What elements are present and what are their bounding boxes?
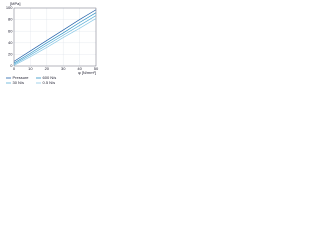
plot-frame: [13, 7, 97, 67]
series-line: [13, 15, 97, 65]
y-tick-label: 80: [8, 17, 13, 22]
x-tick-label: 20: [45, 66, 50, 71]
x-tick-label: 40: [77, 66, 82, 71]
y-tick-label: 100: [6, 5, 13, 10]
x-tick-label: 10: [28, 66, 33, 71]
legend-label: 30 N/s: [13, 80, 25, 85]
x-tick-label: 0: [13, 66, 16, 71]
y-tick-label: 20: [8, 51, 13, 56]
x-axis-label: φ [N/mm²]: [78, 70, 96, 75]
x-tick-label: 30: [61, 66, 66, 71]
legend-label: 0.5 N/s: [43, 80, 56, 85]
series-line: [13, 9, 97, 62]
y-axis-label: [MPa]: [10, 1, 20, 6]
y-tick-label: 60: [8, 28, 13, 33]
legend-label: Pressure: [13, 75, 30, 80]
y-tick-label: 0: [10, 63, 13, 68]
legend-label: 600 N/s: [43, 75, 57, 80]
background: [0, 0, 100, 93]
x-tick-label: 50: [94, 66, 99, 71]
y-tick-label: 40: [8, 40, 13, 45]
series-line: [13, 12, 97, 64]
series-line: [13, 18, 97, 66]
